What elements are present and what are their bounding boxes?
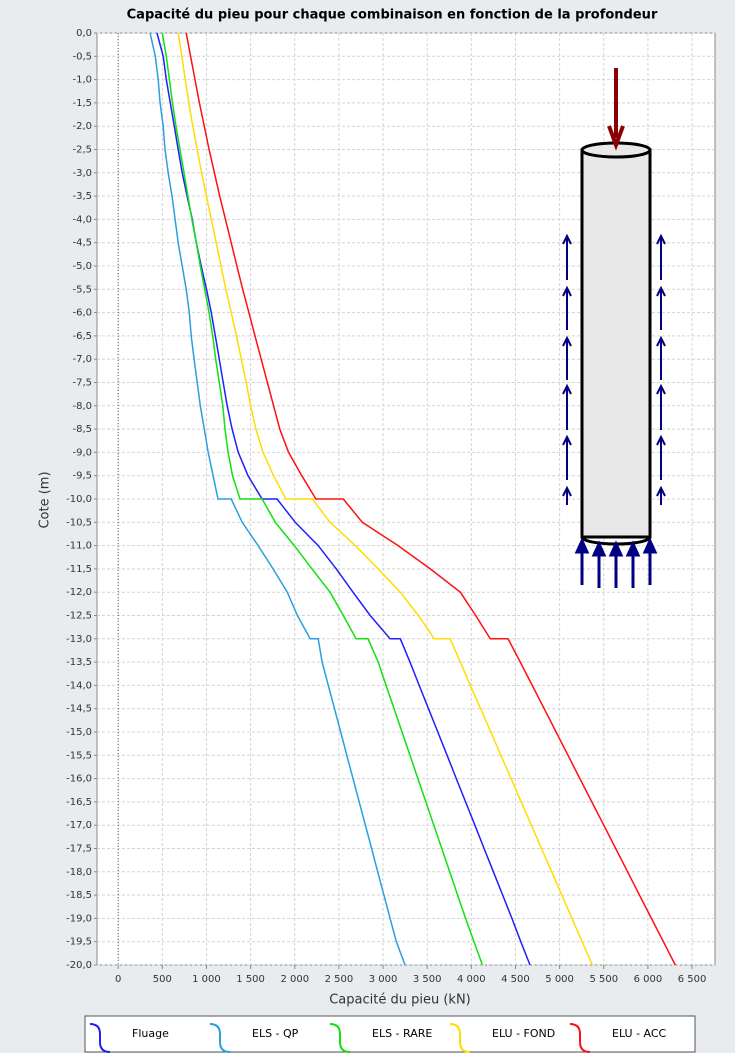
y-tick-label: -17,0 [66, 820, 92, 831]
y-tick-label: -7,0 [72, 354, 92, 365]
y-tick-label: -15,5 [66, 750, 92, 761]
y-tick-label: -3,5 [72, 191, 92, 202]
y-tick-label: -10,0 [66, 494, 92, 505]
legend-label: ELU - FOND [492, 1027, 555, 1040]
y-tick-label: -19,5 [66, 937, 92, 948]
x-tick-label: 1 000 [192, 974, 221, 985]
series-line [156, 32, 531, 966]
series-line [149, 32, 406, 966]
y-tick-label: -5,5 [72, 284, 92, 295]
chart-title: Capacité du pieu pour chaque combinaison… [127, 8, 658, 23]
x-tick-label: 500 [153, 974, 172, 985]
x-tick-label: 2 000 [280, 974, 309, 985]
y-axis-label: Cote (m) [38, 471, 53, 528]
x-tick-label: 1 500 [236, 974, 265, 985]
x-tick-label: 3 500 [413, 974, 442, 985]
x-tick-label: 6 500 [678, 974, 707, 985]
y-tick-label: -14,0 [66, 680, 92, 691]
legend-icon [89, 1023, 111, 1053]
x-tick-label: 5 000 [545, 974, 574, 985]
legend-label: ELS - RARE [372, 1027, 432, 1040]
y-tick-label: -14,5 [66, 704, 92, 715]
y-tick-label: -9,5 [72, 471, 92, 482]
y-tick-label: -13,5 [66, 657, 92, 668]
x-tick-label: 5 500 [589, 974, 618, 985]
y-tick-label: -6,0 [72, 308, 92, 319]
y-tick-label: -16,0 [66, 774, 92, 785]
y-tick-label: -8,5 [72, 424, 92, 435]
y-tick-label: -10,5 [66, 517, 92, 528]
legend-icon [329, 1023, 351, 1053]
x-tick-label: 3 000 [369, 974, 398, 985]
y-tick-label: -12,5 [66, 611, 92, 622]
y-tick-label: -0,5 [72, 51, 92, 62]
y-tick-label: -18,0 [66, 867, 92, 878]
y-tick-label: -19,0 [66, 913, 92, 924]
series-line [177, 32, 593, 966]
legend-label: ELS - QP [252, 1027, 299, 1040]
x-tick-label: 0 [115, 974, 121, 985]
legend-label: Fluage [132, 1027, 169, 1040]
y-tick-label: -3,0 [72, 168, 92, 179]
y-tick-label: -11,5 [66, 564, 92, 575]
y-tick-label: -4,5 [72, 238, 92, 249]
y-tick-label: -6,5 [72, 331, 92, 342]
y-tick-label: -9,0 [72, 447, 92, 458]
y-tick-label: -16,5 [66, 797, 92, 808]
y-tick-label: -17,5 [66, 844, 92, 855]
y-tick-label: -2,0 [72, 121, 92, 132]
x-tick-label: 2 500 [325, 974, 354, 985]
legend-icon [449, 1023, 471, 1053]
x-tick-label: 4 000 [457, 974, 486, 985]
pile-diagram [562, 68, 666, 588]
y-tick-label: -15,0 [66, 727, 92, 738]
x-axis-label: Capacité du pieu (kN) [329, 993, 471, 1008]
y-tick-label: -18,5 [66, 890, 92, 901]
y-tick-label: -1,5 [72, 98, 92, 109]
y-tick-label: -8,0 [72, 401, 92, 412]
series-line [185, 32, 676, 966]
y-tick-label: -1,0 [72, 75, 92, 86]
legend-icon [209, 1023, 231, 1053]
legend [84, 1015, 696, 1053]
y-tick-label: -4,0 [72, 214, 92, 225]
y-tick-label: -20,0 [66, 960, 92, 971]
y-tick-label: 0,0 [76, 28, 92, 39]
x-tick-label: 4 500 [501, 974, 530, 985]
y-tick-label: -7,5 [72, 378, 92, 389]
y-tick-label: -5,0 [72, 261, 92, 272]
y-tick-label: -13,0 [66, 634, 92, 645]
legend-icon [569, 1023, 591, 1053]
y-tick-label: -12,0 [66, 587, 92, 598]
legend-label: ELU - ACC [612, 1027, 667, 1040]
series-line [161, 32, 484, 966]
y-tick-label: -11,0 [66, 541, 92, 552]
x-tick-label: 6 000 [634, 974, 663, 985]
y-tick-label: -2,5 [72, 145, 92, 156]
